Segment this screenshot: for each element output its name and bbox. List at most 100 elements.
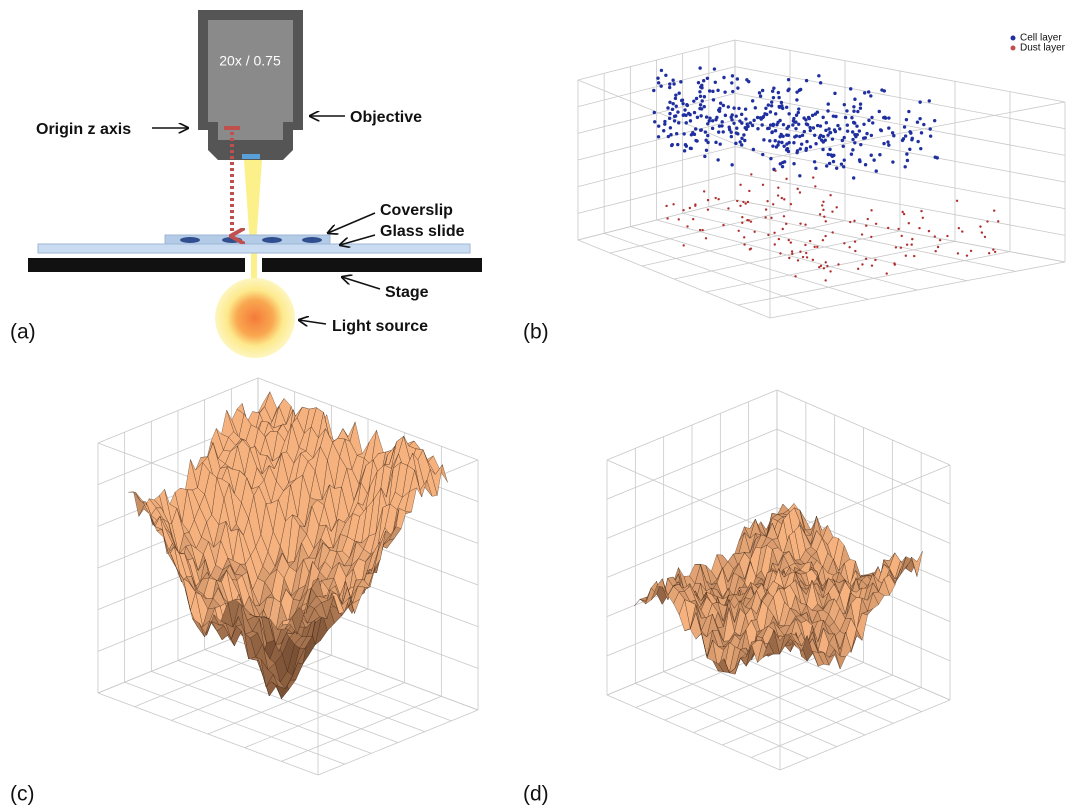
dust-point xyxy=(703,190,705,192)
cell-point xyxy=(832,160,835,163)
cell-point xyxy=(699,95,702,98)
cell-point xyxy=(928,127,931,130)
cell-point xyxy=(780,101,783,104)
cell-point xyxy=(772,96,775,99)
cell-point xyxy=(920,131,923,134)
cell-point xyxy=(664,74,667,77)
dust-point xyxy=(901,235,903,237)
cell-point xyxy=(663,120,666,123)
dust-point xyxy=(961,230,963,232)
callout-arrow xyxy=(328,213,375,233)
cell-point xyxy=(674,97,677,100)
cell-point xyxy=(671,102,674,105)
dust-point xyxy=(799,251,801,253)
cell-point xyxy=(705,115,708,118)
dust-point xyxy=(779,252,781,254)
cell-point xyxy=(734,142,737,145)
cell-point xyxy=(718,142,721,145)
cell-point xyxy=(802,116,805,119)
dust-point xyxy=(939,239,941,241)
cell-point xyxy=(768,139,771,142)
dust-point xyxy=(778,238,780,240)
cell-point xyxy=(905,118,908,121)
cell-point xyxy=(703,105,706,108)
dust-point xyxy=(774,170,776,172)
cell-point xyxy=(777,140,780,143)
cell-point xyxy=(688,113,691,116)
cell-point xyxy=(851,148,854,151)
cell-point xyxy=(683,149,686,152)
dust-point xyxy=(853,220,855,222)
cell-point xyxy=(652,89,655,92)
dust-point xyxy=(741,222,743,224)
cell-point xyxy=(679,80,682,83)
cell-point xyxy=(872,158,875,161)
cell-point xyxy=(730,116,733,119)
cell-point xyxy=(759,94,762,97)
cell-point xyxy=(754,106,757,109)
cell-point xyxy=(833,128,836,131)
dust-point xyxy=(791,253,793,255)
cell-point xyxy=(712,98,715,101)
dust-point xyxy=(913,255,915,257)
dust-point xyxy=(805,252,807,254)
dust-point xyxy=(920,210,922,212)
cell-point xyxy=(671,108,674,111)
cell-point xyxy=(798,89,801,92)
cell-point xyxy=(702,79,705,82)
cell-point xyxy=(680,99,683,102)
dust-point xyxy=(750,173,752,175)
cell-point xyxy=(749,121,752,124)
callout-arrow xyxy=(299,320,326,324)
cell-point xyxy=(787,112,790,115)
cell-point xyxy=(934,156,937,159)
cell-point xyxy=(838,127,841,130)
dust-point xyxy=(865,225,867,227)
cell-point xyxy=(783,160,786,163)
cell-point xyxy=(768,127,771,130)
cell-point xyxy=(682,132,685,135)
cell-point xyxy=(843,158,846,161)
cell-point xyxy=(865,132,868,135)
cell-point xyxy=(831,137,834,140)
cell-point xyxy=(697,81,700,84)
light-cone xyxy=(244,160,262,245)
cell-point xyxy=(740,137,743,140)
dust-point xyxy=(750,220,752,222)
cell-point xyxy=(767,103,770,106)
legend-swatch xyxy=(1011,36,1016,41)
dust-point xyxy=(911,238,913,240)
dust-point xyxy=(829,194,831,196)
cell-point xyxy=(918,100,921,103)
objective-lens xyxy=(242,154,260,159)
cell-point xyxy=(929,134,932,137)
dust-point xyxy=(707,209,709,211)
cell-point xyxy=(724,114,727,117)
cell-point xyxy=(878,110,881,113)
dust-point xyxy=(806,256,808,258)
cell-point xyxy=(723,90,726,93)
cell-point xyxy=(907,110,910,113)
dust-point xyxy=(897,228,899,230)
cell-point xyxy=(752,119,755,122)
cell-point xyxy=(731,90,734,93)
cell-point xyxy=(798,174,801,177)
dust-point xyxy=(767,234,769,236)
dust-point xyxy=(900,247,902,249)
cell-point xyxy=(859,102,862,105)
callout: Light source xyxy=(332,318,428,335)
cell-point xyxy=(797,123,800,126)
cell-point xyxy=(785,133,788,136)
cell-point xyxy=(869,94,872,97)
dust-point xyxy=(665,205,667,207)
dust-point xyxy=(699,229,701,231)
cell-point xyxy=(677,121,680,124)
cell-point xyxy=(699,114,702,117)
cell-point xyxy=(798,135,801,138)
cell-point xyxy=(916,140,919,143)
cell-point xyxy=(716,89,719,92)
dust-point xyxy=(777,187,779,189)
dust-point xyxy=(794,275,796,277)
cell-point xyxy=(795,114,798,117)
dust-point xyxy=(865,258,867,260)
